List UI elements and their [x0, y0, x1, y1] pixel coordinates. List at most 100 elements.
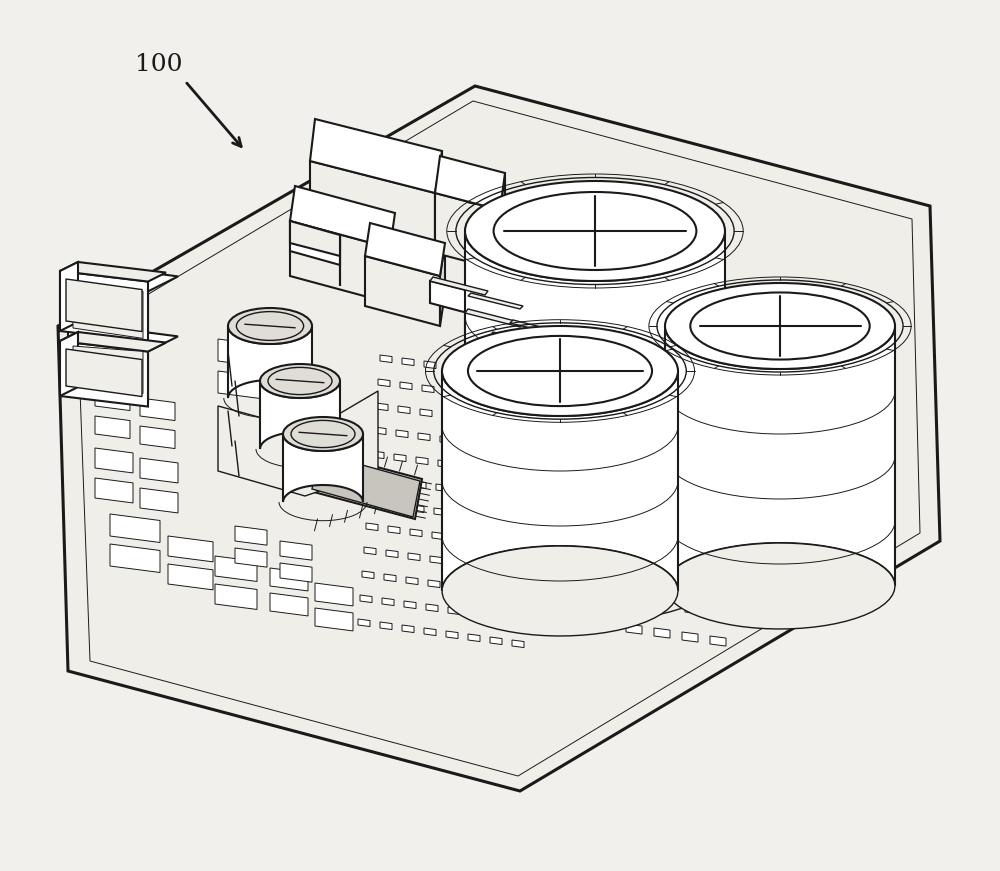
Polygon shape — [472, 586, 484, 593]
Polygon shape — [312, 453, 420, 517]
Polygon shape — [95, 478, 133, 503]
Polygon shape — [73, 286, 143, 339]
Polygon shape — [260, 381, 340, 449]
Polygon shape — [624, 470, 642, 482]
Polygon shape — [60, 332, 166, 352]
Polygon shape — [524, 488, 542, 499]
Polygon shape — [215, 584, 257, 610]
Polygon shape — [596, 436, 614, 448]
Polygon shape — [490, 637, 502, 645]
Polygon shape — [625, 368, 641, 378]
Polygon shape — [442, 371, 678, 591]
Polygon shape — [382, 598, 394, 605]
Polygon shape — [580, 556, 598, 567]
Polygon shape — [657, 600, 673, 610]
Polygon shape — [140, 426, 175, 449]
Polygon shape — [601, 592, 617, 602]
Polygon shape — [440, 243, 445, 326]
Ellipse shape — [283, 417, 363, 451]
Polygon shape — [465, 313, 520, 349]
Polygon shape — [650, 400, 666, 410]
Polygon shape — [110, 514, 160, 543]
Polygon shape — [290, 221, 390, 303]
Polygon shape — [464, 415, 476, 422]
Polygon shape — [500, 173, 505, 270]
Polygon shape — [710, 636, 726, 646]
Polygon shape — [728, 468, 744, 478]
Polygon shape — [432, 532, 444, 539]
Ellipse shape — [442, 326, 678, 416]
Polygon shape — [416, 457, 428, 464]
Polygon shape — [280, 541, 312, 560]
Polygon shape — [510, 323, 562, 363]
Polygon shape — [572, 372, 590, 383]
Polygon shape — [588, 496, 606, 507]
Polygon shape — [406, 577, 418, 584]
Polygon shape — [465, 309, 523, 327]
Polygon shape — [442, 546, 678, 636]
Polygon shape — [370, 475, 382, 483]
Polygon shape — [644, 564, 662, 576]
Polygon shape — [110, 544, 160, 572]
Polygon shape — [691, 548, 707, 558]
Polygon shape — [632, 410, 650, 422]
Polygon shape — [666, 516, 682, 526]
Polygon shape — [468, 634, 480, 642]
Polygon shape — [424, 628, 436, 636]
Polygon shape — [73, 346, 143, 394]
Polygon shape — [516, 548, 534, 559]
Polygon shape — [520, 518, 538, 530]
Polygon shape — [290, 186, 395, 248]
Text: 100: 100 — [135, 53, 182, 76]
Ellipse shape — [465, 181, 725, 281]
Polygon shape — [510, 320, 565, 336]
Polygon shape — [508, 364, 526, 375]
Polygon shape — [516, 592, 528, 599]
Polygon shape — [435, 193, 500, 270]
Polygon shape — [140, 488, 178, 513]
Polygon shape — [700, 464, 716, 474]
Polygon shape — [648, 534, 666, 545]
Polygon shape — [430, 556, 442, 564]
Polygon shape — [678, 404, 694, 414]
Polygon shape — [647, 428, 663, 438]
Polygon shape — [607, 536, 623, 546]
Polygon shape — [629, 596, 645, 606]
Polygon shape — [358, 619, 370, 626]
Polygon shape — [315, 583, 353, 606]
Polygon shape — [510, 397, 522, 404]
Polygon shape — [488, 514, 506, 525]
Polygon shape — [434, 508, 446, 516]
Polygon shape — [703, 436, 719, 446]
Polygon shape — [235, 548, 267, 567]
Polygon shape — [640, 594, 658, 605]
Polygon shape — [430, 277, 488, 295]
Polygon shape — [737, 384, 753, 394]
Polygon shape — [518, 568, 530, 576]
Polygon shape — [697, 492, 713, 502]
Polygon shape — [372, 451, 384, 458]
Polygon shape — [719, 552, 735, 562]
Polygon shape — [610, 508, 626, 518]
Polygon shape — [592, 466, 610, 477]
Polygon shape — [500, 424, 518, 436]
Polygon shape — [460, 463, 472, 470]
Polygon shape — [468, 293, 523, 309]
Polygon shape — [95, 448, 133, 473]
Polygon shape — [628, 440, 646, 451]
Polygon shape — [396, 430, 408, 437]
Polygon shape — [95, 416, 130, 439]
Polygon shape — [66, 279, 142, 332]
Polygon shape — [414, 481, 426, 489]
Polygon shape — [380, 355, 392, 362]
Polygon shape — [641, 484, 657, 494]
Polygon shape — [456, 511, 468, 518]
Polygon shape — [716, 580, 732, 590]
Polygon shape — [418, 433, 430, 441]
Polygon shape — [660, 444, 678, 456]
Polygon shape — [310, 451, 422, 519]
Polygon shape — [400, 382, 412, 389]
Polygon shape — [435, 156, 505, 210]
Polygon shape — [490, 332, 548, 350]
Ellipse shape — [260, 364, 340, 398]
